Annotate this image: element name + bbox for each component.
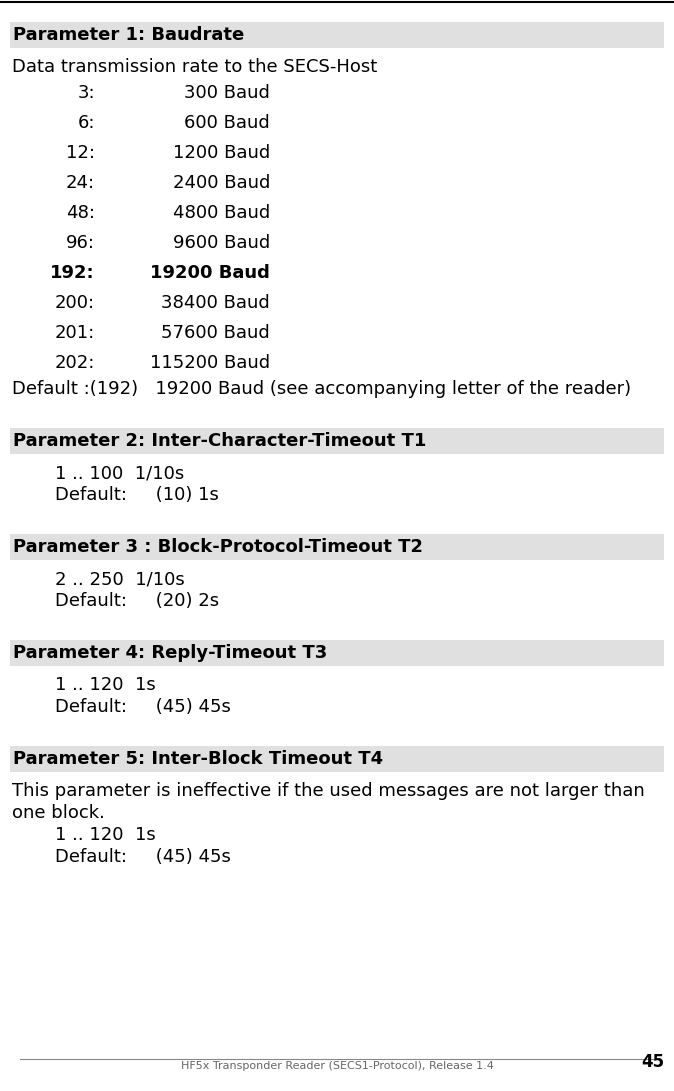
Text: Parameter 2: Inter-Character-Timeout T1: Parameter 2: Inter-Character-Timeout T1 (13, 432, 427, 449)
Text: Default:     (45) 45s: Default: (45) 45s (55, 698, 231, 716)
Text: 115200 Baud: 115200 Baud (150, 353, 270, 372)
Text: 2 .. 250  1/10s: 2 .. 250 1/10s (55, 570, 185, 588)
Text: 1 .. 120  1s: 1 .. 120 1s (55, 826, 156, 844)
Text: Data transmission rate to the SECS-Host: Data transmission rate to the SECS-Host (12, 58, 377, 76)
Text: 1200 Baud: 1200 Baud (173, 144, 270, 161)
Text: 1 .. 100  1/10s: 1 .. 100 1/10s (55, 464, 184, 482)
Text: 4800 Baud: 4800 Baud (173, 204, 270, 221)
Text: 202:: 202: (55, 353, 95, 372)
Text: Default:     (45) 45s: Default: (45) 45s (55, 848, 231, 866)
Text: 38400 Baud: 38400 Baud (161, 293, 270, 312)
Text: Parameter 5: Inter-Block Timeout T4: Parameter 5: Inter-Block Timeout T4 (13, 750, 383, 768)
Text: Parameter 3 : Block-Protocol-Timeout T2: Parameter 3 : Block-Protocol-Timeout T2 (13, 538, 423, 556)
Text: Parameter 4: Reply-Timeout T3: Parameter 4: Reply-Timeout T3 (13, 644, 328, 662)
Text: 48:: 48: (66, 204, 95, 221)
Text: Default:     (20) 2s: Default: (20) 2s (55, 592, 219, 610)
Text: 300 Baud: 300 Baud (184, 84, 270, 101)
Text: 24:: 24: (66, 173, 95, 192)
Text: This parameter is ineffective if the used messages are not larger than: This parameter is ineffective if the use… (12, 782, 645, 800)
Text: 45: 45 (641, 1053, 664, 1071)
Text: Default :(192)   19200 Baud (see accompanying letter of the reader): Default :(192) 19200 Baud (see accompany… (12, 380, 631, 398)
Text: 96:: 96: (66, 233, 95, 252)
Text: Default:     (10) 1s: Default: (10) 1s (55, 485, 219, 504)
Text: 192:: 192: (51, 264, 95, 281)
Text: one block.: one block. (12, 804, 105, 822)
Text: 57600 Baud: 57600 Baud (161, 324, 270, 341)
Bar (10, 533, 664, 560)
Text: 201:: 201: (55, 324, 95, 341)
Text: Parameter 1: Baudrate: Parameter 1: Baudrate (13, 26, 244, 44)
Bar (10, 428, 664, 454)
Text: HF5x Transponder Reader (SECS1-Protocol), Release 1.4: HF5x Transponder Reader (SECS1-Protocol)… (181, 1062, 493, 1071)
Text: 600 Baud: 600 Baud (184, 113, 270, 132)
Text: 2400 Baud: 2400 Baud (173, 173, 270, 192)
Text: 1 .. 120  1s: 1 .. 120 1s (55, 676, 156, 694)
Text: 3:: 3: (78, 84, 95, 101)
Text: 19200 Baud: 19200 Baud (150, 264, 270, 281)
Text: 6:: 6: (78, 113, 95, 132)
Text: 200:: 200: (55, 293, 95, 312)
Text: 12:: 12: (66, 144, 95, 161)
Text: 9600 Baud: 9600 Baud (173, 233, 270, 252)
Bar (10, 746, 664, 772)
Bar (10, 640, 664, 666)
Bar (10, 22, 664, 48)
